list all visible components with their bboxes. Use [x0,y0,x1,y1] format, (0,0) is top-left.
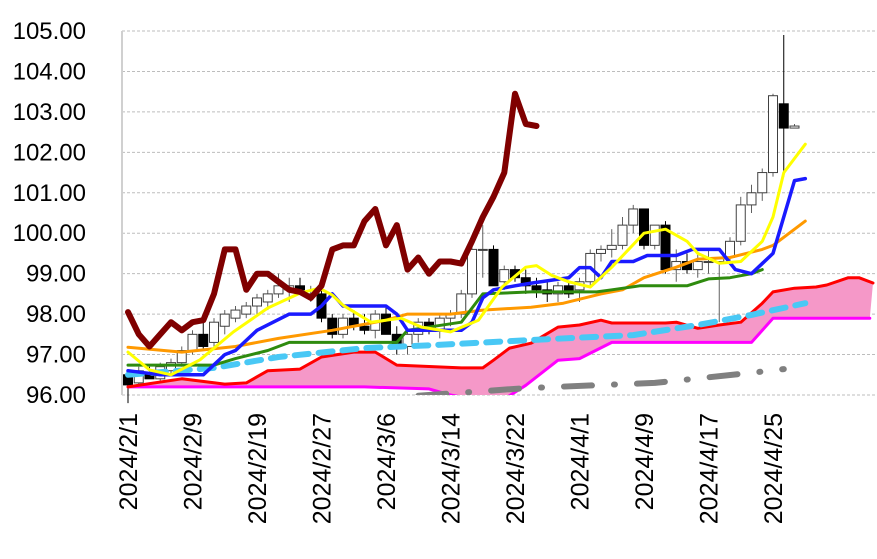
y-tick-label: 104.00 [13,58,86,85]
x-tick-label: 2024/2/19 [244,413,272,524]
candle-up [262,293,273,303]
candle-up [649,224,660,246]
candle-down [778,103,789,129]
y-tick-label: 99.00 [26,261,86,288]
candle-up [219,313,230,327]
x-tick-label: 2024/4/17 [696,413,724,524]
x-tick-label: 2024/2/1 [115,413,143,510]
candle-up [166,362,176,372]
candle-up [789,125,800,129]
candle-up [768,95,778,174]
candle-up [628,208,639,226]
candle-up [176,350,187,364]
candle-down [639,208,649,246]
candle-up [230,309,241,319]
x-tick-label: 2024/4/1 [567,413,595,510]
x-tick-label: 2024/2/27 [309,413,337,524]
x-axis-ticks: 2024/2/1 2024/2/9 2024/2/19 2024/2/27 2024/3… [115,413,788,524]
candle-up [273,285,284,295]
candle-up [209,321,219,343]
tenkan-sen-line [126,176,808,377]
candle-down [327,317,338,335]
long-ma-line [125,300,809,378]
candle-up [735,204,746,242]
cloud-fill [128,277,873,395]
candle-up [477,248,488,251]
y-tick-label: 101.00 [13,180,86,207]
candle-down [198,333,209,347]
candle-up [467,248,477,295]
candle-up [617,224,628,246]
candle-up [596,248,606,254]
y-tick-label: 105.00 [13,18,86,45]
y-axis-ticks: 96.00 97.00 98.00 99.00 100.00 101.00 102.00 10… [13,18,86,409]
y-tick-label: 98.00 [26,301,86,328]
x-tick-label: 2024/2/9 [180,413,208,510]
kijun-sen-line [126,268,764,367]
candle-up [499,269,510,283]
senkou-span-b-line [126,316,872,395]
x-tick-label: 2024/4/9 [631,413,659,510]
candle-down [359,325,370,331]
x-tick-label: 2024/3/14 [438,413,466,524]
candle-down [381,313,391,335]
candle-up [757,172,768,194]
y-tick-label: 100.00 [13,220,86,247]
candle-up [725,240,735,258]
candle-up [606,244,617,250]
candle-up [746,192,757,206]
indicator-lines [125,90,875,395]
candle-down [563,285,574,295]
ma-5-line [126,142,807,377]
candle-up [553,285,563,295]
candle-up [187,333,198,352]
y-tick-label: 97.00 [26,342,86,369]
y-tick-label: 102.00 [13,139,86,166]
x-tick-label: 2024/3/6 [373,413,401,510]
y-tick-label: 103.00 [13,99,86,126]
candle-up [402,333,413,347]
y-tick-label: 96.00 [26,382,86,409]
x-tick-label: 2024/3/22 [502,413,530,524]
candle-up [241,305,252,315]
candle-up [252,297,262,307]
senkou-span-a-line [126,276,875,389]
very-long-ma-line [415,366,787,395]
candle-down [488,248,499,287]
ichimoku-cloud [128,277,873,395]
x-tick-label: 2024/4/25 [760,413,788,524]
candle-down [531,285,542,291]
candle-up [692,261,703,271]
chikou-span-line [125,90,540,350]
candle-up [703,261,714,264]
